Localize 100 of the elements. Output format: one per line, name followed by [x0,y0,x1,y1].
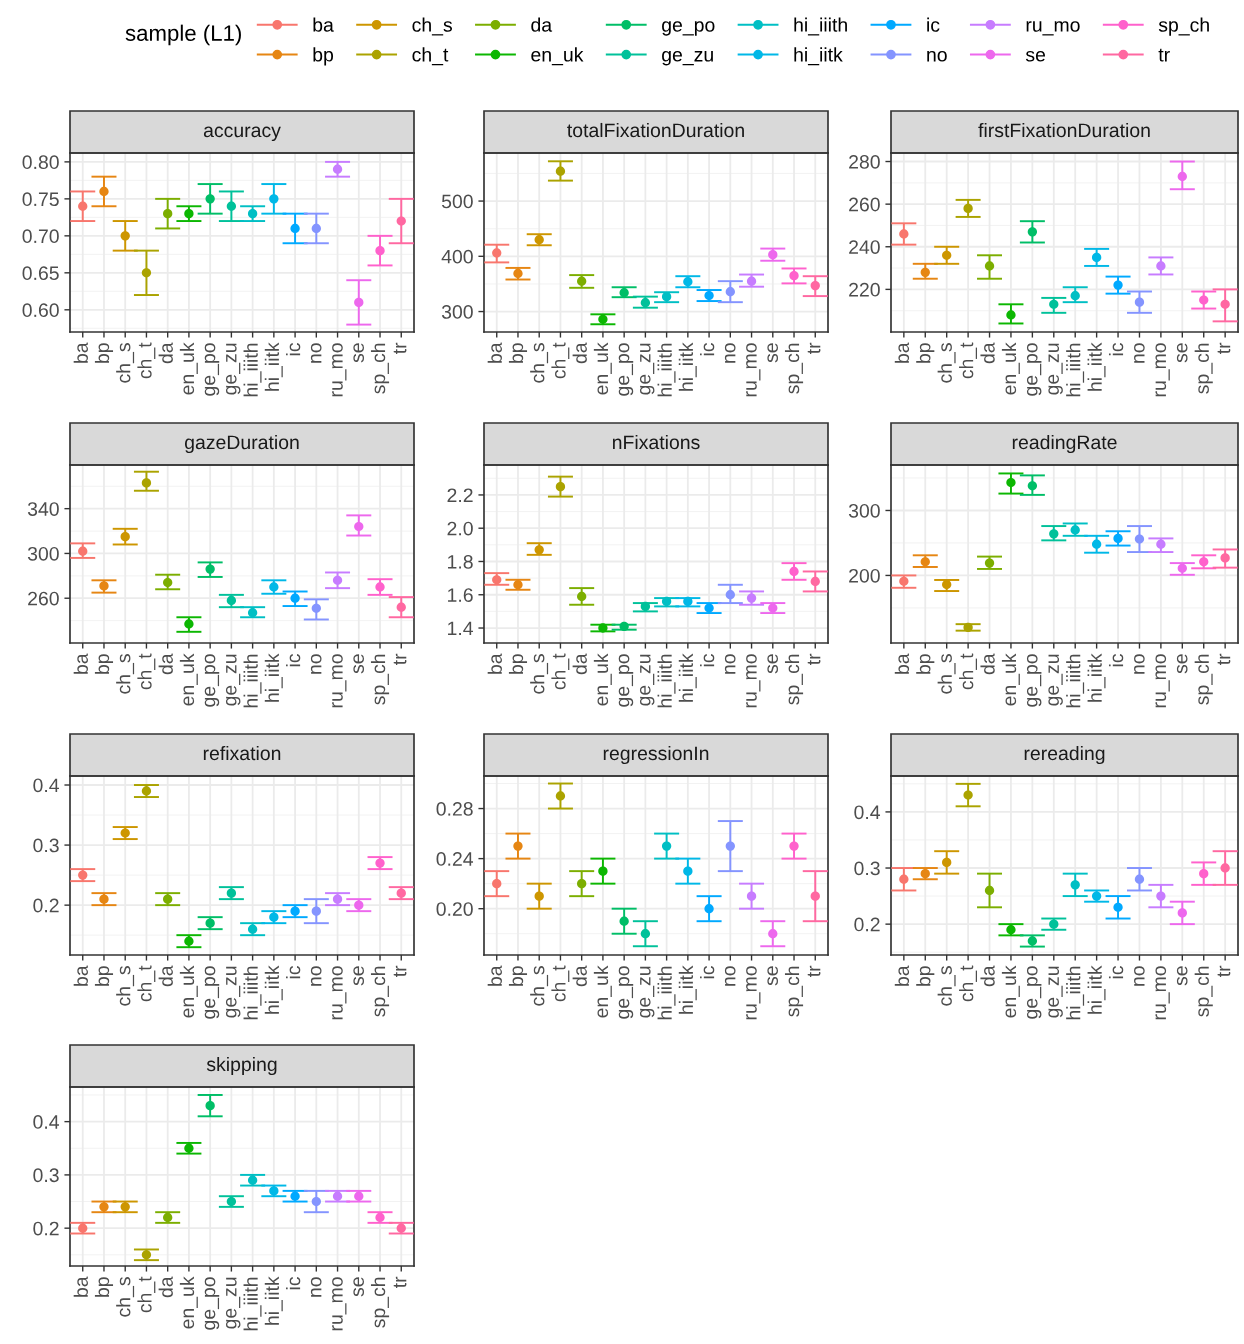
x-tick-label: se [767,966,779,986]
point [1199,295,1209,305]
y-tick-label: 300 [848,503,880,518]
point [1049,299,1059,309]
point [163,208,173,219]
point [396,888,406,898]
point [141,478,152,488]
point [1156,261,1166,271]
x-tick-label: hi_iitk [678,965,697,1014]
y-tick-label: 0.2 [33,1221,59,1236]
legend-title: sample (L1) [125,24,241,46]
point [184,936,194,946]
x-tick-label: ch_t [959,965,977,1002]
x-tick-label: ic [700,653,715,667]
x-tick-label: hi_iitk [1087,342,1106,391]
y-tick-label: 0.3 [854,861,880,876]
x-tick-label: ic [700,965,715,979]
x-tick-label: ru_mo [746,966,761,1020]
x-tick-label: ru_mo [746,343,761,397]
x-tick-label: ch_s [937,654,956,694]
x-tick-label: sp_ch [784,654,804,705]
y-tick-label: 1.4 [448,621,474,636]
point [269,582,279,592]
x-tick-label: bp [508,966,528,986]
point [534,545,544,555]
chart-title: nFixations [612,434,700,450]
point [184,619,194,629]
x-tick-label: sp_ch [370,654,390,705]
x-tick-label: da [980,653,995,675]
y-tick-label: 1.8 [448,554,473,569]
point [661,841,672,851]
point [1177,171,1187,182]
point [375,245,385,256]
x-tick-label: ch_s [530,343,549,383]
x-tick-label: ba [487,653,502,674]
x-tick-label: hi_iiith [243,343,262,397]
x-tick-label: ic [1108,653,1124,667]
point [492,248,502,258]
point [78,546,88,556]
x-tick-label: ge_po [204,1277,220,1330]
point [1220,553,1230,563]
x-tick-label: ch_s [116,654,135,694]
y-tick-label: 260 [28,591,59,606]
point [1027,936,1038,946]
point [269,912,279,922]
point [942,857,952,868]
y-tick-label: 0.3 [33,838,59,853]
point [899,229,909,239]
point [1177,908,1187,918]
x-tick-label: da [158,653,173,675]
legend-label: tr [1158,48,1170,62]
point [332,894,343,904]
x-tick-label: ch_t [551,653,570,690]
x-tick-label: ge_zu [639,654,655,706]
point [1027,481,1038,491]
y-tick-label: 2.0 [447,521,473,536]
x-tick-label: da [572,342,587,364]
x-tick-label: no [724,966,736,986]
point [78,1223,88,1233]
point [120,531,130,542]
point [725,287,735,297]
point [534,891,544,901]
point [640,601,651,612]
x-tick-label: no [310,654,322,674]
point [810,891,820,901]
y-tick-label: 0.24 [436,852,474,866]
point [205,1100,215,1111]
x-tick-label: ge_po [618,966,634,1019]
point [120,828,130,838]
point [942,250,952,260]
y-tick-label: 400 [441,249,473,264]
point [354,297,364,308]
point [789,841,799,851]
x-tick-label: ge_po [1026,343,1042,396]
point [1006,925,1016,935]
point [746,276,757,286]
point [163,894,173,904]
point [396,602,406,612]
point [768,603,778,613]
x-tick-label: da [980,965,995,987]
point [120,231,130,241]
legend-label: hi_iiith [794,17,847,36]
point [619,288,629,298]
point [99,186,109,197]
point [963,622,973,633]
y-tick-label: 0.2 [33,898,59,913]
x-tick-label: ru_mo [1155,654,1170,708]
x-tick-label: ge_po [204,966,220,1019]
legend-label: ge_po [662,21,715,36]
point [513,580,523,590]
y-tick-label: 340 [27,502,59,516]
point [290,593,300,603]
legend-label: ba [313,17,334,32]
y-tick-label: 0.28 [436,802,473,816]
x-tick-label: ch_t [551,965,570,1002]
x-tick-label: ch_t [137,342,156,379]
x-tick-label: ic [286,342,301,356]
x-tick-label: en_uk [179,965,198,1018]
x-tick-label: ge_po [204,343,220,396]
point [704,603,714,613]
